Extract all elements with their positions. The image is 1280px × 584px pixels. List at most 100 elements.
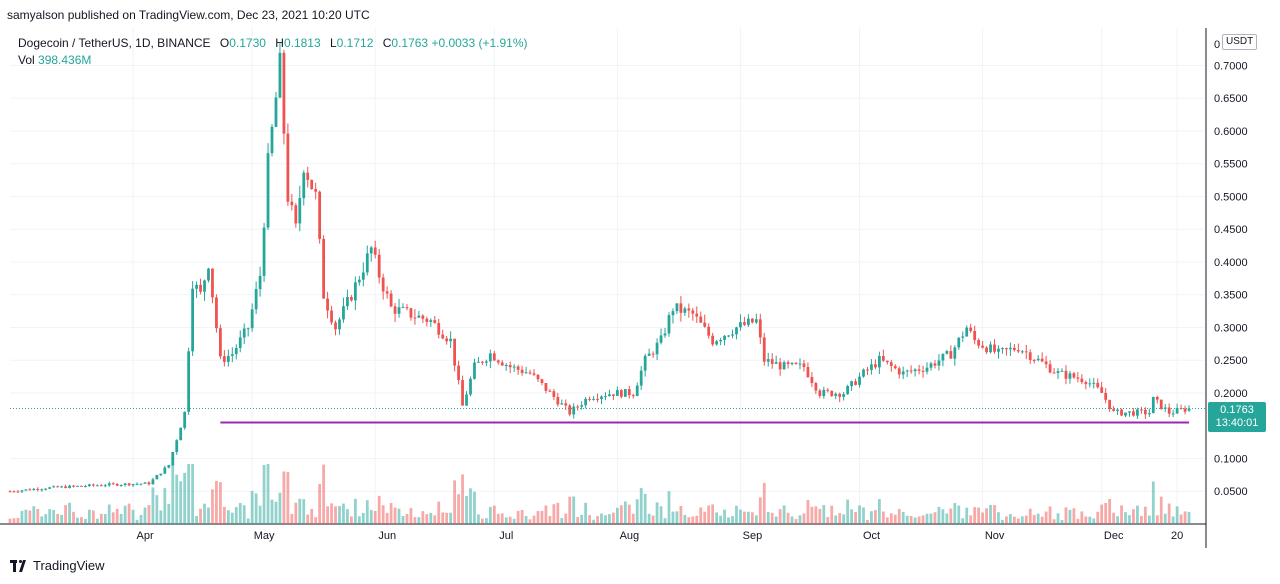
volume-bar: [107, 504, 111, 524]
volume-bar: [80, 517, 83, 524]
candle-body: [866, 369, 869, 371]
candle-body: [453, 338, 457, 366]
last-price-tag: 0.1763 13:40:01: [1208, 401, 1266, 432]
candle-body: [433, 320, 437, 323]
candle-body: [80, 485, 83, 487]
volume-bar: [1096, 511, 1100, 524]
volume-bar: [203, 503, 206, 524]
candle-body: [623, 389, 627, 397]
volume-bar: [1044, 511, 1048, 524]
candle-body: [115, 483, 119, 486]
open-value: 0.1730: [229, 36, 266, 50]
candle-body: [552, 391, 556, 397]
volume-bar: [1179, 514, 1183, 524]
candle-body: [913, 369, 917, 372]
volume-bar: [667, 491, 671, 524]
candle-body: [326, 298, 329, 311]
volume-bar: [774, 516, 778, 524]
volume-bar: [584, 502, 588, 524]
candle-body: [941, 353, 945, 361]
candle-body: [139, 483, 143, 485]
price-chart[interactable]: 0.0500 0.1000 0.2000 0.2500 0.3000 0.3500 0.40…: [0, 28, 1280, 552]
volume-bar: [1120, 505, 1123, 524]
volume-bar: [512, 518, 516, 524]
candle-body: [1056, 371, 1060, 373]
volume-bar: [91, 510, 95, 524]
volume-bar: [310, 509, 314, 524]
candle-body: [655, 342, 659, 355]
candle-body: [44, 488, 48, 490]
volume-bar: [1143, 506, 1147, 524]
chart-legend: Dogecoin / TetherUS, 1D, BINANCE O0.1730…: [18, 35, 528, 69]
candle-body: [473, 362, 476, 379]
candle-body: [770, 359, 774, 364]
candle-body: [897, 368, 901, 375]
candle-body: [695, 313, 699, 317]
volume-bar: [207, 507, 210, 524]
volume-bar: [997, 512, 1000, 524]
low-label: L: [329, 36, 337, 50]
footer-brand[interactable]: TradingView: [10, 558, 105, 573]
volume-bar: [282, 471, 286, 524]
candle-body: [207, 268, 210, 281]
volume-bar: [139, 514, 143, 524]
volume-bar: [806, 499, 810, 524]
volume-bar: [1016, 518, 1020, 524]
candle-body: [171, 451, 175, 466]
volume-bar: [933, 512, 937, 524]
candle-body: [481, 361, 484, 363]
volume-bar: [671, 511, 675, 524]
candle-body: [1132, 411, 1135, 416]
candle-body: [707, 326, 711, 336]
candle-body: [1116, 409, 1119, 411]
candle-body: [353, 282, 357, 301]
volume-bar: [346, 509, 349, 524]
candle-body: [834, 393, 838, 396]
chart-area[interactable]: 0.0500 0.1000 0.2000 0.2500 0.3000 0.3500 0.40…: [0, 28, 1280, 552]
volume-bar: [1136, 505, 1139, 524]
candle-body: [584, 398, 588, 406]
volume-bar: [564, 513, 568, 524]
candle-body: [417, 315, 421, 318]
volume-bar: [961, 518, 965, 524]
candle-body: [1088, 383, 1092, 385]
candle-body: [1036, 358, 1040, 361]
volume-bar: [350, 516, 353, 524]
volume-bar: [953, 503, 957, 524]
candle-body: [425, 318, 429, 322]
volume-bar: [401, 515, 405, 524]
candle-body: [1183, 408, 1187, 412]
volume-bar: [28, 510, 32, 524]
volume-bar: [901, 511, 905, 524]
volume-bar: [647, 513, 651, 524]
candle-body: [330, 310, 333, 323]
candle-body: [516, 366, 520, 370]
candle-body: [810, 377, 814, 384]
volume-bar: [1040, 516, 1044, 524]
volume-bar: [147, 505, 151, 524]
candle-body: [381, 277, 385, 292]
candle-body: [222, 356, 226, 362]
volume-bar: [361, 512, 365, 524]
volume-bar: [989, 504, 992, 524]
candle-body: [572, 406, 576, 415]
volume-bar: [798, 515, 802, 524]
candle-body: [687, 308, 691, 311]
volume-bar: [866, 520, 869, 524]
candle-body: [1112, 409, 1115, 411]
volume-bar: [707, 505, 711, 524]
candle-body: [826, 389, 830, 391]
volume-bar: [481, 518, 484, 524]
candle-body: [397, 307, 401, 314]
volume-bar: [1020, 516, 1024, 524]
candle-body: [977, 340, 981, 346]
volume-bar: [95, 518, 99, 524]
volume-bar: [643, 493, 647, 524]
volume-bar: [993, 504, 996, 524]
volume-bar: [695, 515, 699, 524]
volume-bar: [536, 511, 540, 524]
currency-button[interactable]: USDT: [1222, 34, 1258, 50]
candle-body: [925, 367, 929, 372]
symbol-label[interactable]: Dogecoin / TetherUS, 1D, BINANCE: [18, 36, 211, 50]
volume-bar: [834, 515, 838, 524]
